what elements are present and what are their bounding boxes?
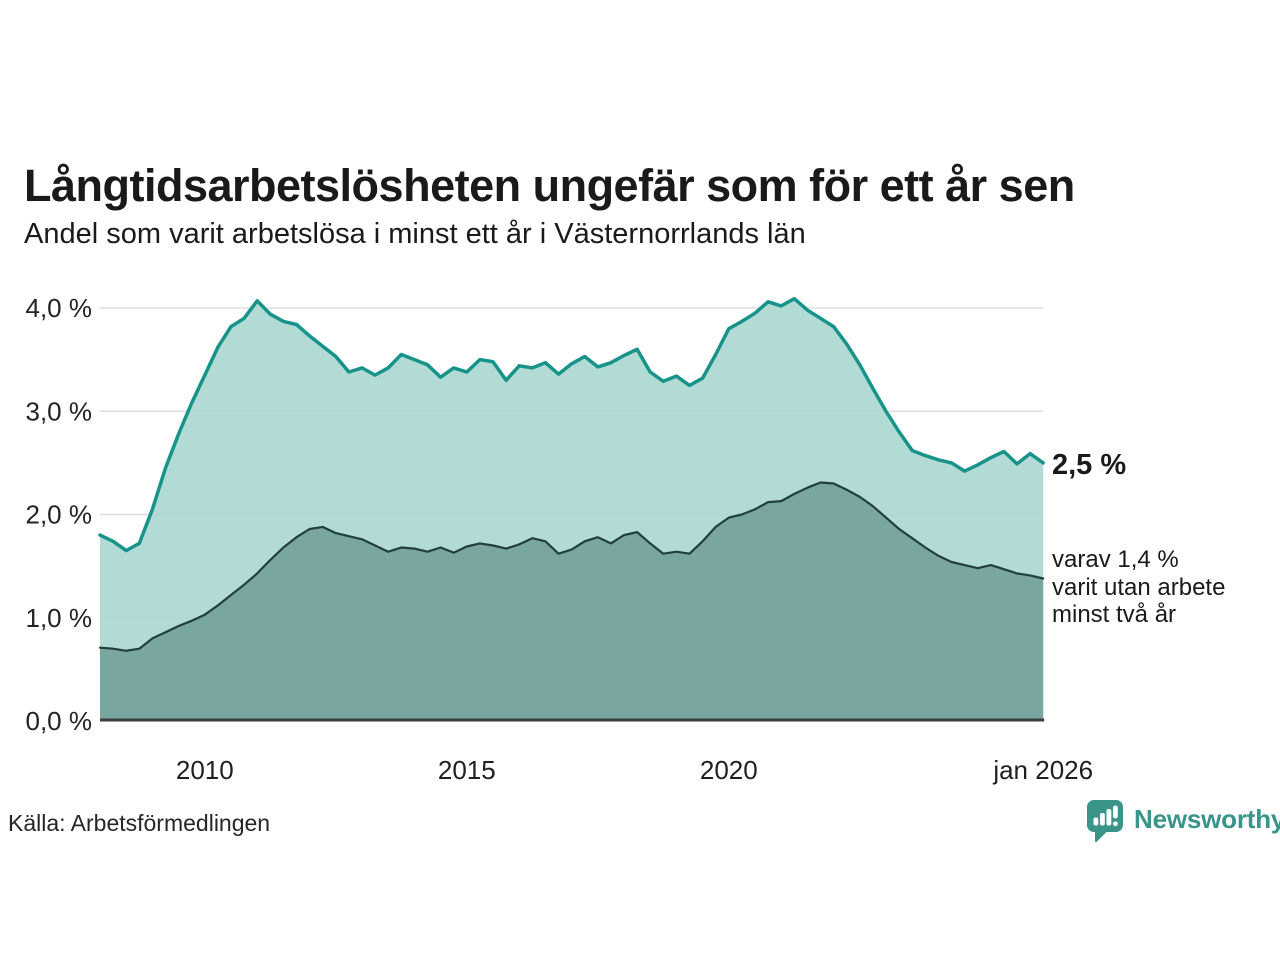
chart-subtitle: Andel som varit arbetslösa i minst ett å… bbox=[24, 218, 806, 250]
y-tick-label: 3,0 % bbox=[26, 396, 93, 426]
newsworthy-logo-text: Newsworthy bbox=[1134, 804, 1280, 834]
series-line-1 bbox=[98, 481, 1045, 652]
sub-series-annotation-line: minst två år bbox=[1052, 601, 1177, 628]
y-tick-label: 0,0 % bbox=[26, 706, 93, 736]
latest-value-annotation: 2,5 % bbox=[1052, 449, 1127, 481]
series-area-1 bbox=[100, 482, 1044, 721]
x-tick-label: 2010 bbox=[176, 755, 234, 785]
x-tick-label: 2020 bbox=[700, 755, 758, 785]
source-caption: Källa: Arbetsförmedlingen bbox=[8, 810, 271, 836]
x-tick-label: jan 2026 bbox=[992, 755, 1093, 785]
y-tick-label: 1,0 % bbox=[26, 603, 93, 633]
x-tick-label: 2015 bbox=[438, 755, 496, 785]
newsworthy-logo-icon bbox=[1087, 800, 1123, 843]
y-tick-label: 4,0 % bbox=[26, 293, 93, 323]
series-line-0 bbox=[98, 296, 1045, 553]
y-tick-label: 2,0 % bbox=[26, 500, 93, 530]
sub-series-annotation: varav 1,4 % varit utan arbete minst två … bbox=[1052, 546, 1225, 629]
sub-series-annotation-line: varav 1,4 % bbox=[1052, 546, 1179, 573]
sub-series-annotation-line: varit utan arbete bbox=[1052, 573, 1226, 601]
newsworthy-logo: Newsworthy bbox=[1086, 799, 1280, 844]
chart-title: Långtidsarbetslösheten ungefär som för e… bbox=[24, 160, 1075, 212]
